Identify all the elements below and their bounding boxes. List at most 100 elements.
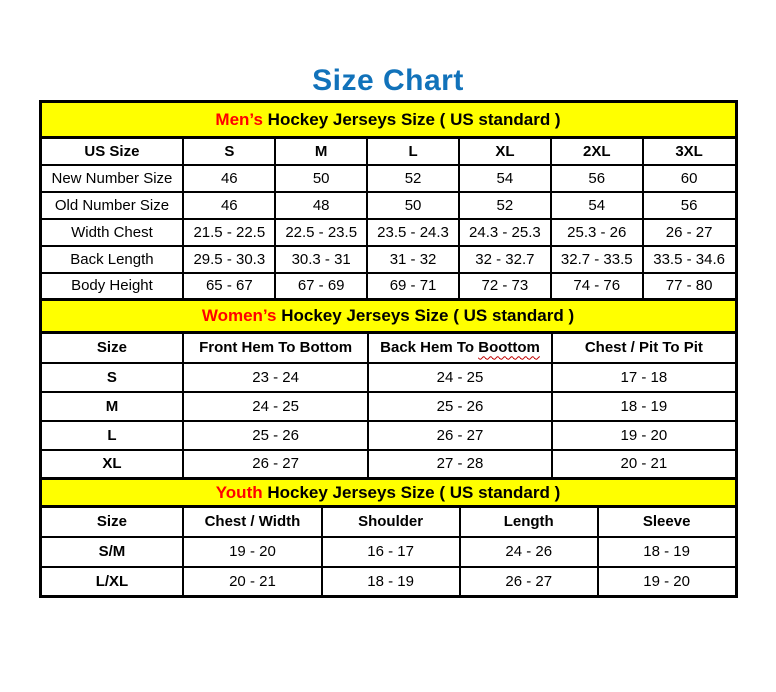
youth-banner-row: Youth Hockey Jerseys Size ( US standard … bbox=[38, 477, 738, 508]
column-header-s: S bbox=[182, 136, 277, 166]
size-value: 56 bbox=[549, 163, 644, 193]
size-value: 72 - 73 bbox=[457, 271, 552, 301]
size-value: 74 - 76 bbox=[549, 271, 644, 301]
column-header-2xl: 2XL bbox=[549, 136, 644, 166]
size-value: 19 - 20 bbox=[551, 419, 737, 451]
size-value: 25 - 26 bbox=[366, 390, 554, 422]
womens-banner-row: Women’s Hockey Jerseys Size ( US standar… bbox=[38, 298, 738, 334]
column-header-us-size: US Size bbox=[38, 136, 185, 166]
size-value: 56 bbox=[641, 190, 738, 220]
column-header-back-hem-to-boottom: Back Hem To Boottom bbox=[366, 331, 554, 364]
row-label: Body Height bbox=[38, 271, 185, 301]
misspelled-word: Boottom bbox=[478, 339, 540, 357]
column-header-sleeve: Sleeve bbox=[596, 505, 738, 538]
column-header-3xl: 3XL bbox=[641, 136, 738, 166]
size-value: 33.5 - 34.6 bbox=[641, 244, 738, 274]
size-value: 31 - 32 bbox=[366, 244, 460, 274]
size-value: 20 - 21 bbox=[551, 448, 737, 480]
size-value: 26 - 27 bbox=[182, 448, 369, 480]
size-value: 48 bbox=[274, 190, 369, 220]
mens-banner-highlight: Men’s bbox=[215, 109, 263, 129]
table-row: New Number Size 46 50 52 54 56 60 bbox=[38, 163, 738, 193]
header-row: US Size S M L XL 2XL 3XL bbox=[38, 136, 738, 166]
size-value: 54 bbox=[457, 163, 552, 193]
youth-banner-text: Hockey Jerseys Size ( US standard ) bbox=[262, 482, 561, 502]
header-row: Size Front Hem To Bottom Back Hem To Boott… bbox=[38, 331, 737, 364]
size-value: 54 bbox=[549, 190, 644, 220]
size-value: 50 bbox=[274, 163, 369, 193]
column-header-length: Length bbox=[458, 505, 599, 538]
table-row: Body Height 65 - 67 67 - 69 69 - 71 72 - 73 7… bbox=[38, 271, 738, 301]
table-row: Back Length 29.5 - 30.3 30.3 - 31 31 - 32 32… bbox=[38, 244, 738, 274]
size-value: 46 bbox=[182, 163, 277, 193]
size-value: 67 - 69 bbox=[274, 271, 369, 301]
size-value: 32.7 - 33.5 bbox=[549, 244, 644, 274]
mens-size-table: Men’s Hockey Jerseys Size ( US standard … bbox=[38, 100, 738, 301]
column-header-size: Size bbox=[38, 505, 185, 538]
size-value: 24.3 - 25.3 bbox=[457, 217, 552, 247]
youth-banner-highlight: Youth bbox=[215, 482, 263, 502]
page-title: Size Chart bbox=[312, 64, 464, 97]
womens-banner-highlight: Women’s bbox=[201, 306, 277, 325]
size-value: 29.5 - 30.3 bbox=[182, 244, 277, 274]
size-value: 18 - 19 bbox=[551, 390, 737, 422]
column-header-chest-pit-to-pit: Chest / Pit To Pit bbox=[551, 331, 737, 364]
size-value: 77 - 80 bbox=[641, 271, 738, 301]
size-value: 27 - 28 bbox=[366, 448, 554, 480]
size-value: 52 bbox=[366, 163, 460, 193]
mens-banner-text: Hockey Jerseys Size ( US standard ) bbox=[262, 109, 561, 129]
size-value: 69 - 71 bbox=[366, 271, 460, 301]
size-value: 60 bbox=[641, 163, 738, 193]
youth-size-table: Youth Hockey Jerseys Size ( US standard … bbox=[38, 477, 738, 598]
table-row: L 25 - 26 26 - 27 19 - 20 bbox=[38, 419, 737, 451]
column-header-shoulder: Shoulder bbox=[320, 505, 461, 538]
size-value: 24 - 25 bbox=[182, 390, 369, 422]
size-value: 22.5 - 23.5 bbox=[274, 217, 369, 247]
size-value: 24 - 26 bbox=[458, 535, 599, 568]
column-header-xl: XL bbox=[457, 136, 552, 166]
size-value: 19 - 20 bbox=[182, 535, 323, 568]
size-value: 26 - 27 bbox=[366, 419, 554, 451]
size-value: 20 - 21 bbox=[182, 565, 323, 598]
mens-banner-row: Men’s Hockey Jerseys Size ( US standard … bbox=[38, 100, 738, 139]
table-row: Old Number Size 46 48 50 52 54 56 bbox=[38, 190, 738, 220]
row-label: M bbox=[38, 390, 185, 422]
row-label: Width Chest bbox=[38, 217, 185, 247]
size-value: 26 - 27 bbox=[641, 217, 738, 247]
size-value: 23 - 24 bbox=[182, 361, 369, 393]
row-label: XL bbox=[38, 448, 185, 480]
size-value: 52 bbox=[457, 190, 552, 220]
size-value: 26 - 27 bbox=[458, 565, 599, 598]
row-label: New Number Size bbox=[38, 163, 185, 193]
size-value: 17 - 18 bbox=[551, 361, 737, 393]
row-label: Old Number Size bbox=[38, 190, 185, 220]
table-row: S 23 - 24 24 - 25 17 - 18 bbox=[38, 361, 737, 393]
size-value: 30.3 - 31 bbox=[274, 244, 369, 274]
header-row: Size Chest / Width Shoulder Length Sleeve bbox=[38, 505, 738, 538]
size-value: 50 bbox=[366, 190, 460, 220]
row-label: S bbox=[38, 361, 185, 393]
size-value: 16 - 17 bbox=[320, 535, 461, 568]
size-value: 32 - 32.7 bbox=[457, 244, 552, 274]
table-row: L/XL 20 - 21 18 - 19 26 - 27 19 - 20 bbox=[38, 565, 738, 598]
size-value: 65 - 67 bbox=[182, 271, 277, 301]
table-row: Width Chest 21.5 - 22.5 22.5 - 23.5 23.5 - … bbox=[38, 217, 738, 247]
row-label: L bbox=[38, 419, 185, 451]
row-label: L/XL bbox=[38, 565, 185, 598]
column-header-m: M bbox=[274, 136, 369, 166]
youth-table-body: Size Chest / Width Shoulder Length Sleeve S/M… bbox=[38, 505, 738, 598]
column-header-chest-width: Chest / Width bbox=[182, 505, 323, 538]
size-value: 18 - 19 bbox=[596, 535, 738, 568]
size-value: 23.5 - 24.3 bbox=[366, 217, 460, 247]
column-header-size: Size bbox=[38, 331, 185, 364]
womens-size-table: Women’s Hockey Jerseys Size ( US standar… bbox=[38, 298, 738, 480]
youth-section-banner: Youth Hockey Jerseys Size ( US standard … bbox=[38, 477, 738, 508]
size-value: 21.5 - 22.5 bbox=[182, 217, 277, 247]
row-label: S/M bbox=[38, 535, 185, 568]
size-value: 18 - 19 bbox=[320, 565, 461, 598]
size-value: 25 - 26 bbox=[182, 419, 369, 451]
womens-table-body: Size Front Hem To Bottom Back Hem To Boott… bbox=[38, 331, 737, 480]
row-label: Back Length bbox=[38, 244, 185, 274]
size-value: 25.3 - 26 bbox=[549, 217, 644, 247]
